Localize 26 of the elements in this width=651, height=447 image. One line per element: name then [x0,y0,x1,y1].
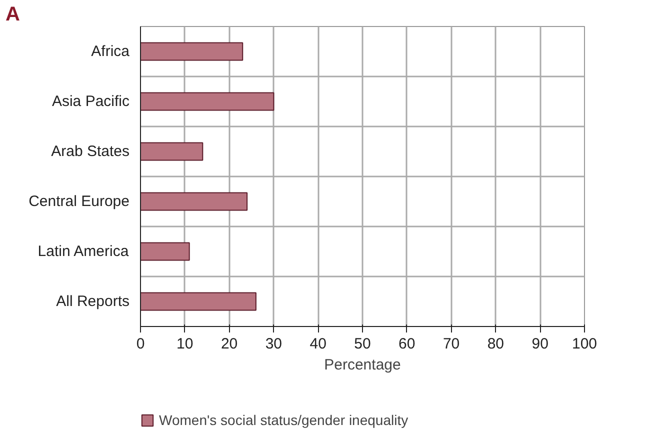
y-tick-label: Arab States [51,143,130,160]
y-tick-label: Asia Pacific [52,93,130,110]
bar [140,142,204,161]
text: A [6,4,20,26]
x-tick-label: 100 [572,336,598,352]
bar [140,92,274,111]
x-tick-label: 10 [176,336,194,352]
x-tick-label: 80 [487,336,504,352]
x-tick-label: 90 [532,336,548,352]
y-tick-label: Latin America [38,243,130,260]
bar [140,242,190,261]
bar [140,192,248,211]
x-tick-label: 50 [354,336,371,352]
x-tick-label: 0 [136,336,145,352]
bar [140,292,256,311]
legend-label: Women's social status/gender inequality [159,412,408,428]
x-tick-label: 60 [398,336,416,352]
x-tick-label: 30 [265,336,282,352]
y-tick-label: Central Europe [28,193,130,210]
x-tick-label: 40 [310,336,326,352]
x-tick-label: 70 [442,336,460,352]
bar [140,42,244,61]
y-tick-label: Africa [91,43,130,60]
x-tick-label: 20 [220,336,238,352]
x-axis-title: Percentage [324,356,401,374]
y-tick-label: All Reports [56,293,130,310]
